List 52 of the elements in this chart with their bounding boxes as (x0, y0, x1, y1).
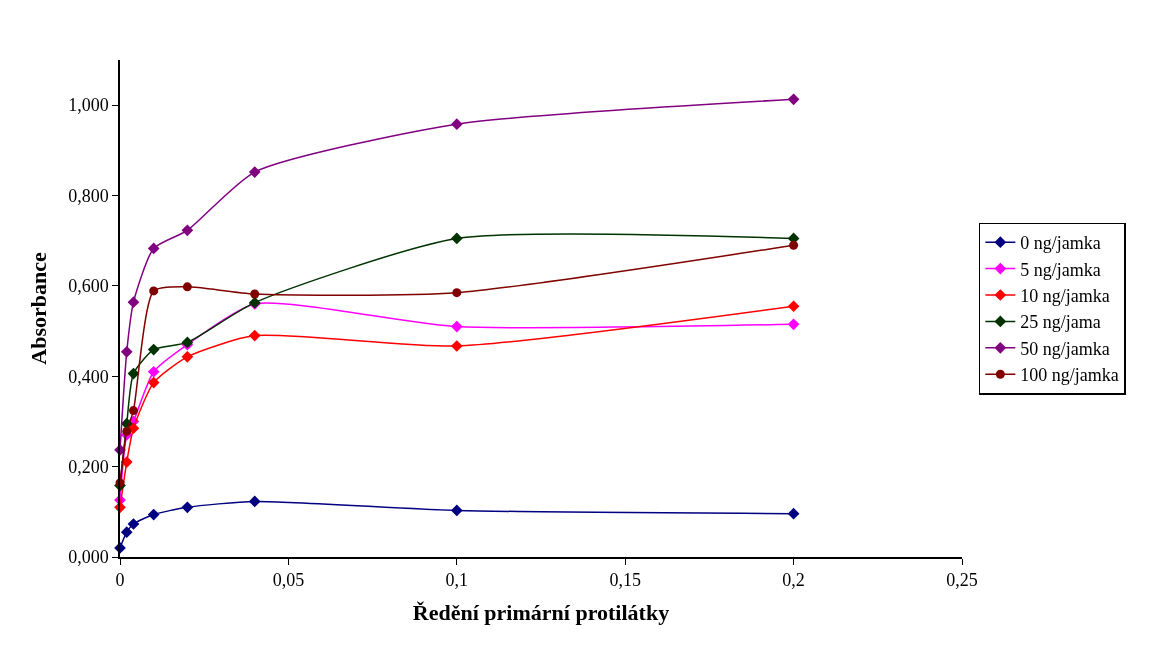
point (147, 508, 160, 521)
point (120, 346, 133, 358)
x-tick-label: 0,25 (946, 570, 978, 591)
point (181, 224, 194, 237)
legend-label: 25 ng/jama (1020, 312, 1101, 333)
y-tick-label: 1,000 (68, 95, 109, 116)
legend-label: 10 ng/jamka (1020, 286, 1110, 307)
legend-label: 5 ng/jamka (1020, 259, 1101, 280)
point (147, 242, 160, 255)
point (127, 296, 140, 309)
point (147, 376, 160, 389)
point (789, 240, 799, 250)
point (787, 507, 800, 520)
point (149, 286, 159, 296)
point (182, 282, 192, 292)
y-tick-label: 0,200 (68, 456, 109, 477)
point (248, 495, 261, 508)
point (450, 340, 463, 352)
legend-label: 50 ng/jamka (1020, 338, 1110, 359)
point (450, 232, 463, 245)
point (787, 300, 800, 313)
point (127, 518, 140, 530)
legend-label: 100 ng/jamka (1020, 365, 1119, 386)
x-tick-label: 0,2 (782, 570, 805, 591)
point (450, 320, 463, 333)
x-tick-label: 0,15 (609, 570, 641, 591)
point (450, 118, 463, 131)
point (128, 406, 138, 416)
point (787, 318, 800, 331)
point (250, 289, 260, 299)
y-tick-label: 0,600 (68, 276, 109, 297)
x-tick-label: 0,05 (272, 570, 305, 591)
y-axis-title: Absorbance (26, 252, 52, 365)
x-axis-title: Ředění primární protilátky (412, 599, 670, 625)
y-tick-label: 0,000 (68, 547, 109, 568)
y-tick-label: 0,800 (68, 185, 109, 206)
point (120, 456, 133, 468)
point (452, 288, 462, 298)
x-tick-label: 0,1 (445, 570, 469, 591)
point (787, 93, 800, 106)
y-tick-label: 0,400 (68, 366, 109, 387)
point (181, 501, 194, 514)
point (248, 329, 261, 342)
point (120, 526, 133, 538)
point (147, 343, 160, 356)
point (181, 350, 194, 363)
point (147, 365, 160, 378)
legend-label: 0 ng/jamka (1020, 233, 1101, 254)
point (122, 426, 132, 436)
point (450, 504, 463, 517)
point (248, 166, 261, 178)
x-tick-label: 0 (115, 570, 125, 591)
